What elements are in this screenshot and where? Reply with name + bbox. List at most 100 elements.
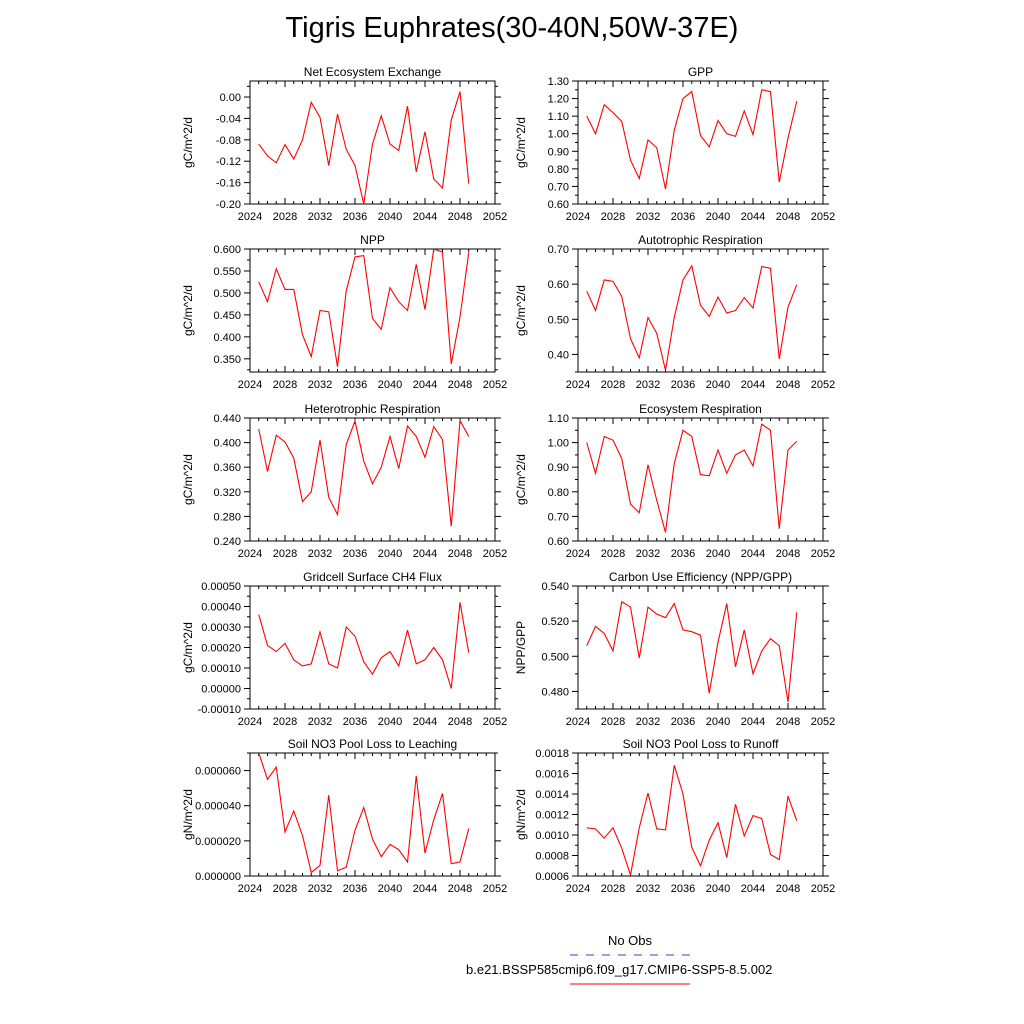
y-tick-label: 0.80 — [548, 487, 569, 499]
y-tick-label: -0.04 — [216, 113, 241, 125]
y-tick-label: 1.20 — [548, 94, 569, 106]
y-axis-label: gC/m^2/d — [181, 285, 195, 336]
x-tick-label: 2040 — [378, 211, 402, 223]
panel-10: Soil NO3 Pool Loss to Runoff 2024 2028 2032… — [514, 737, 835, 895]
x-tick-label: 2028 — [273, 883, 297, 895]
series-line — [258, 753, 470, 874]
y-axis-label: gC/m^2/d — [181, 454, 195, 505]
panel-title: Carbon Use Efficiency (NPP/GPP) — [609, 570, 792, 584]
y-tick-label: -0.16 — [216, 178, 241, 190]
y-tick-label: 0.60 — [548, 536, 569, 548]
y-tick-label: 0.000020 — [195, 836, 241, 848]
x-tick-label: 2024 — [238, 548, 262, 560]
panel-2: GPP 2024 2028 2032 2036 2040 2044 2048 2052 0.60 0… — [514, 65, 835, 223]
x-tick-label: 2036 — [343, 379, 367, 391]
y-tick-label: 0.280 — [213, 511, 241, 523]
y-tick-label: 0.000040 — [195, 801, 241, 813]
panel-title: Gridcell Surface CH4 Flux — [303, 570, 442, 584]
x-tick-label: 2032 — [308, 379, 332, 391]
plot-frame — [249, 752, 496, 877]
y-tick-label: 0.0018 — [535, 748, 569, 760]
x-tick-label: 2024 — [238, 883, 262, 895]
x-tick-label: 2036 — [343, 883, 367, 895]
x-tick-label: 2044 — [741, 211, 765, 223]
y-tick-label: 0.0012 — [535, 810, 569, 822]
x-tick-label: 2036 — [343, 211, 367, 223]
legend-model-label: b.e21.BSSP585cmip6.f09_g17.CMIP6-SSP5-8.… — [466, 962, 773, 977]
y-tick-label: 0.350 — [213, 354, 241, 366]
y-tick-label: 0.70 — [548, 511, 569, 523]
x-tick-label: 2052 — [811, 716, 835, 728]
series-line — [586, 423, 798, 533]
y-tick-label: 0.00050 — [201, 581, 241, 593]
x-tick-label: 2040 — [706, 548, 730, 560]
x-tick-label: 2048 — [448, 883, 472, 895]
x-tick-label: 2036 — [343, 548, 367, 560]
x-tick-label: 2048 — [776, 716, 800, 728]
y-tick-label: 0.0014 — [535, 789, 569, 801]
panel-1: Net Ecosystem Exchange 2024 2028 2032 2036 20… — [181, 65, 507, 223]
x-tick-label: 2052 — [483, 379, 507, 391]
x-tick-label: 2032 — [636, 716, 660, 728]
x-tick-label: 2052 — [811, 548, 835, 560]
y-tick-label: 0.500 — [541, 651, 569, 663]
y-tick-label: 0.00040 — [201, 602, 241, 614]
panel-title: NPP — [360, 233, 385, 247]
y-tick-label: 0.60 — [548, 199, 569, 211]
panel-title: Soil NO3 Pool Loss to Leaching — [288, 737, 457, 751]
y-tick-label: 1.10 — [548, 111, 569, 123]
y-tick-label: 0.550 — [213, 266, 241, 278]
panel-title: Net Ecosystem Exchange — [304, 65, 442, 79]
y-tick-label: 0.600 — [213, 244, 241, 256]
x-tick-label: 2036 — [343, 716, 367, 728]
panel-9: Soil NO3 Pool Loss to Leaching 2024 2028 20… — [181, 737, 507, 895]
x-tick-label: 2040 — [706, 379, 730, 391]
x-tick-label: 2040 — [706, 211, 730, 223]
y-tick-label: 0.360 — [213, 462, 241, 474]
x-tick-label: 2052 — [483, 211, 507, 223]
x-tick-label: 2040 — [378, 883, 402, 895]
y-tick-label: 0.70 — [548, 244, 569, 256]
x-tick-label: 2032 — [308, 548, 332, 560]
x-tick-label: 2032 — [308, 211, 332, 223]
x-tick-label: 2028 — [601, 548, 625, 560]
series-line — [586, 765, 798, 876]
y-tick-label: -0.00010 — [198, 704, 241, 716]
series-line — [586, 600, 798, 703]
x-tick-label: 2036 — [671, 379, 695, 391]
x-tick-label: 2044 — [741, 548, 765, 560]
y-axis-label: NPP/GPP — [514, 621, 528, 674]
x-tick-label: 2044 — [413, 211, 437, 223]
figure-title: Tigris Euphrates(30-40N,50W-37E) — [285, 12, 739, 44]
y-axis-label: gC/m^2/d — [514, 454, 528, 505]
x-tick-label: 2048 — [776, 211, 800, 223]
x-tick-label: 2052 — [811, 379, 835, 391]
y-tick-label: 0.400 — [213, 438, 241, 450]
y-tick-label: 1.30 — [548, 76, 569, 88]
x-tick-label: 2028 — [273, 211, 297, 223]
x-tick-label: 2024 — [566, 211, 590, 223]
y-tick-label: 0.540 — [541, 581, 569, 593]
x-tick-label: 2044 — [741, 883, 765, 895]
y-tick-label: 1.00 — [548, 438, 569, 450]
x-tick-label: 2024 — [238, 379, 262, 391]
x-tick-label: 2028 — [601, 716, 625, 728]
y-tick-label: -0.12 — [216, 156, 241, 168]
x-tick-label: 2052 — [483, 883, 507, 895]
x-tick-label: 2044 — [413, 548, 437, 560]
plot-frame — [577, 248, 824, 373]
y-tick-label: -0.08 — [216, 135, 241, 147]
panel-7: Gridcell Surface CH4 Flux 2024 2028 2032 203… — [181, 570, 507, 728]
x-tick-label: 2032 — [636, 883, 660, 895]
x-tick-label: 2040 — [378, 379, 402, 391]
plot-frame — [577, 417, 824, 542]
x-tick-label: 2040 — [378, 548, 402, 560]
x-tick-label: 2036 — [671, 211, 695, 223]
x-tick-label: 2052 — [483, 548, 507, 560]
series-line — [586, 89, 798, 190]
x-tick-label: 2044 — [413, 716, 437, 728]
panel-5: Heterotrophic Respiration 2024 2028 2032 203… — [181, 402, 507, 560]
x-tick-label: 2036 — [671, 716, 695, 728]
x-tick-label: 2044 — [413, 379, 437, 391]
panel-4: Autotrophic Respiration 2024 2028 2032 2036 2… — [514, 233, 835, 391]
